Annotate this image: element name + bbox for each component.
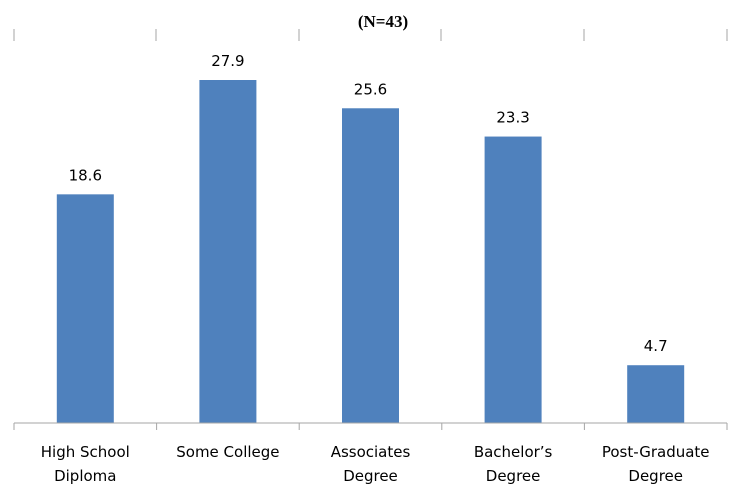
category-label-line: Associates bbox=[331, 443, 411, 461]
data-label-0: 18.6 bbox=[69, 166, 102, 184]
bar-2 bbox=[342, 108, 399, 423]
category-label-line: Post-Graduate bbox=[602, 443, 710, 461]
data-label-3: 23.3 bbox=[496, 109, 529, 127]
bar-0 bbox=[56, 194, 114, 423]
category-label-1: Some College bbox=[176, 443, 279, 461]
bar-3 bbox=[484, 136, 542, 423]
bar-series: 18.6 27.9 25.6 23.3 4.7 bbox=[56, 52, 685, 423]
x-axis: High School Diploma Some College Associates… bbox=[13, 422, 728, 485]
category-label-4: Post-Graduate Degree bbox=[602, 443, 710, 485]
category-label-line: Degree bbox=[343, 467, 398, 485]
bar-4 bbox=[627, 365, 685, 423]
bar-1 bbox=[199, 80, 257, 423]
chart-title: (N=43) bbox=[358, 12, 408, 31]
category-label-3: Bachelor’s Degree bbox=[474, 443, 553, 485]
data-label-2: 25.6 bbox=[354, 80, 387, 98]
category-label-2: Associates Degree bbox=[331, 443, 411, 485]
data-label-1: 27.9 bbox=[211, 52, 244, 70]
category-label-0: High School Diploma bbox=[41, 443, 130, 485]
category-label-line: High School bbox=[41, 443, 130, 461]
data-label-4: 4.7 bbox=[644, 337, 668, 355]
category-label-line: Degree bbox=[628, 467, 683, 485]
category-label-line: Degree bbox=[486, 467, 541, 485]
category-label-line: Some College bbox=[176, 443, 279, 461]
category-label-line: Diploma bbox=[54, 467, 116, 485]
category-label-line: Bachelor’s bbox=[474, 443, 553, 461]
